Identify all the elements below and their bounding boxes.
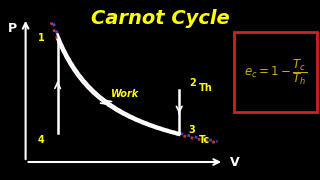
Text: 1: 1 xyxy=(38,33,45,43)
Text: P: P xyxy=(8,22,17,35)
Text: $e_c = 1 - \dfrac{T_c}{T_h}$: $e_c = 1 - \dfrac{T_c}{T_h}$ xyxy=(244,57,307,87)
Text: Th: Th xyxy=(198,83,212,93)
Text: 2: 2 xyxy=(189,78,196,88)
Text: Carnot Cycle: Carnot Cycle xyxy=(91,9,229,28)
Text: 3: 3 xyxy=(189,125,196,135)
Bar xyxy=(234,32,317,112)
Text: Work: Work xyxy=(111,89,139,99)
Text: V: V xyxy=(230,156,240,168)
Text: 4: 4 xyxy=(38,135,45,145)
Text: Tc: Tc xyxy=(198,135,210,145)
